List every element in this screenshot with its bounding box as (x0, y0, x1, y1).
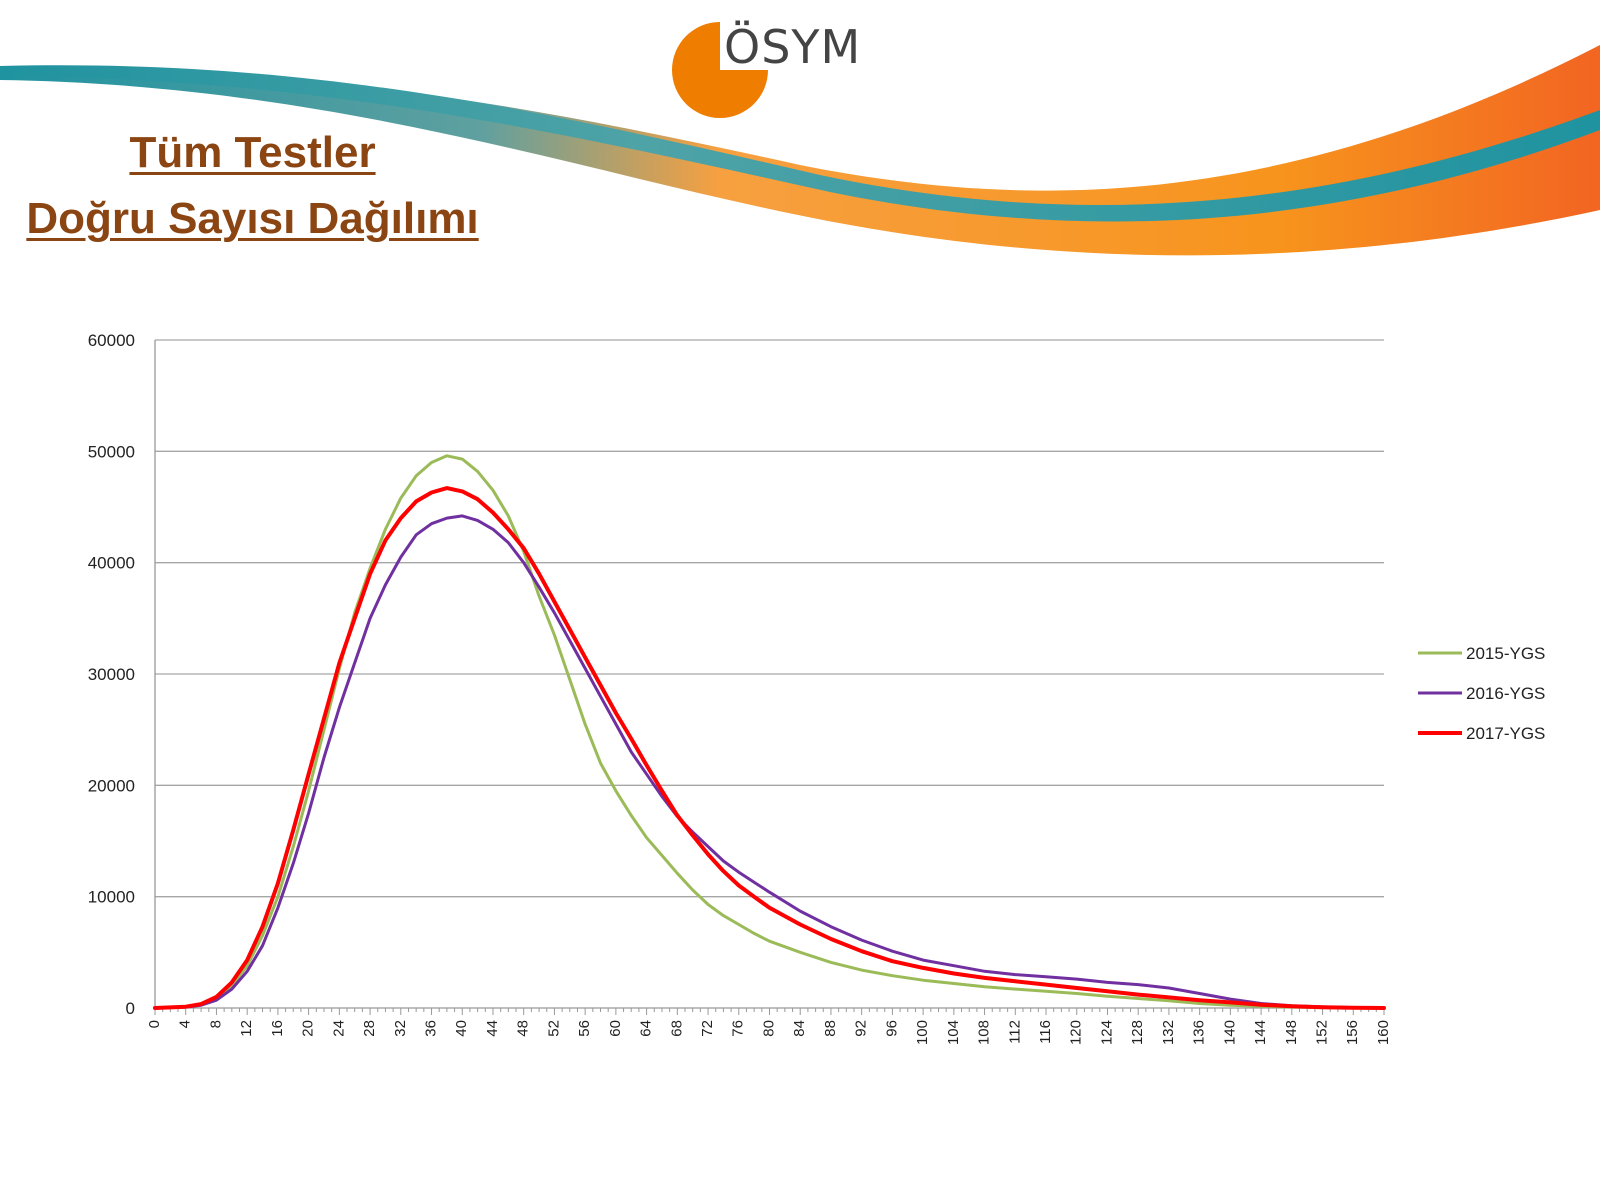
x-tick-label: 16 (269, 1020, 286, 1037)
x-tick-label: 112 (1006, 1020, 1023, 1044)
x-tick-label: 128 (1129, 1020, 1146, 1045)
legend-label: 2017-YGS (1466, 724, 1545, 743)
x-tick-label: 104 (945, 1020, 962, 1045)
x-tick-label: 0 (146, 1020, 163, 1028)
y-tick-label: 30000 (88, 665, 135, 684)
wave-teal (0, 65, 1600, 222)
x-tick-label: 76 (730, 1020, 747, 1037)
page-title-line2: Doğru Sayısı Dağılımı (26, 194, 479, 243)
x-tick-label: 48 (515, 1020, 532, 1037)
x-tick-label: 132 (1160, 1020, 1177, 1045)
x-tick-label: 36 (422, 1020, 439, 1037)
x-tick-label: 148 (1283, 1020, 1300, 1045)
x-tick-label: 64 (638, 1020, 655, 1037)
legend-label: 2015-YGS (1466, 644, 1545, 663)
x-tick-label: 156 (1344, 1020, 1361, 1045)
x-tick-label: 8 (207, 1020, 224, 1028)
x-tick-label: 116 (1037, 1020, 1054, 1044)
x-tick-label: 72 (699, 1020, 716, 1037)
x-tick-label: 152 (1314, 1020, 1331, 1045)
x-tick-label: 108 (976, 1020, 993, 1045)
y-tick-label: 40000 (88, 554, 135, 573)
legend-label: 2016-YGS (1466, 684, 1545, 703)
y-axis: 0 10000 20000 30000 40000 50000 60000 (88, 331, 156, 1018)
legend: 2015-YGS 2016-YGS 2017-YGS (1418, 644, 1545, 743)
series-line-2015-YGS (153, 454, 1386, 1010)
grid-lines (155, 339, 1384, 1009)
x-tick-label: 120 (1068, 1020, 1085, 1045)
x-tick-label: 52 (545, 1020, 562, 1037)
x-tick-label: 40 (453, 1020, 470, 1037)
logo-text: ÖSYM (724, 20, 862, 74)
y-tick-label: 60000 (88, 331, 135, 350)
x-tick-label: 12 (238, 1020, 255, 1037)
x-tick-label: 100 (914, 1020, 931, 1045)
x-tick-label: 144 (1252, 1020, 1269, 1045)
series-line-2016-YGS (153, 514, 1386, 1010)
x-tick-label: 88 (822, 1020, 839, 1037)
x-tick-label: 140 (1221, 1020, 1238, 1045)
x-tick-label: 24 (330, 1020, 347, 1037)
x-tick-label: 56 (576, 1020, 593, 1037)
x-tick-label: 84 (791, 1020, 808, 1037)
x-tick-label: 20 (300, 1020, 317, 1037)
header-banner (0, 45, 1600, 256)
x-tick-label: 4 (177, 1020, 194, 1028)
page-title-line1: Tüm Testler (129, 128, 376, 177)
y-tick-label: 0 (126, 999, 135, 1018)
series-line-2017-YGS (153, 486, 1386, 1010)
y-tick-label: 50000 (88, 442, 135, 461)
x-tick-label: 60 (607, 1020, 624, 1037)
y-tick-label: 20000 (88, 776, 135, 795)
x-tick-label: 96 (883, 1020, 900, 1037)
y-tick-label: 10000 (88, 888, 135, 907)
x-tick-label: 124 (1098, 1020, 1115, 1045)
x-tick-label: 32 (392, 1020, 409, 1037)
x-tick-label: 136 (1191, 1020, 1208, 1045)
x-tick-label: 92 (853, 1020, 870, 1037)
osym-logo-icon (672, 22, 768, 118)
x-tick-label: 44 (484, 1020, 501, 1037)
x-tick-label: 68 (668, 1020, 685, 1037)
x-tick-label: 160 (1375, 1020, 1392, 1045)
x-axis: 0 4 8 12 16 20 24 28 32 36 40 44 48 52 56 60 64 68 72 76 80 8… (146, 1008, 1392, 1045)
x-tick-label: 28 (361, 1020, 378, 1037)
x-tick-label: 80 (760, 1020, 777, 1037)
series-lines (153, 454, 1386, 1010)
